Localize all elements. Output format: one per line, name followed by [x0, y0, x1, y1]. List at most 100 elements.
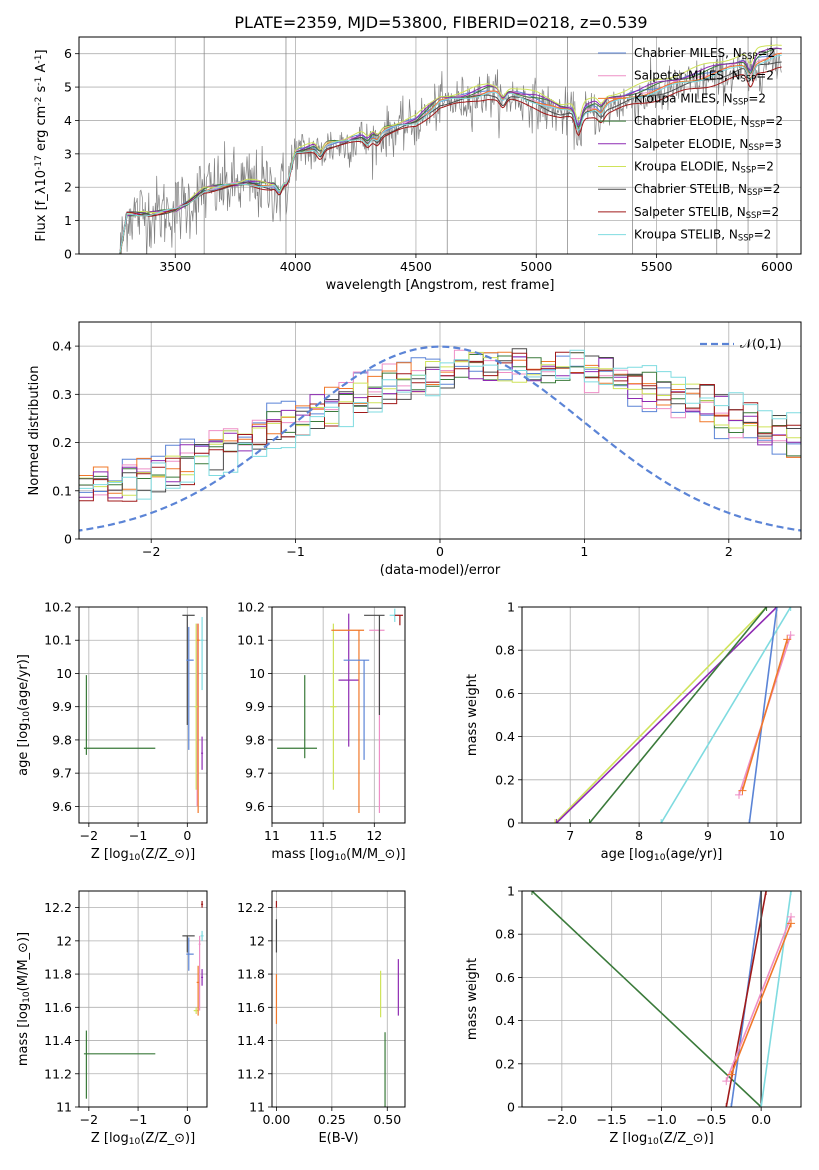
- y-tick-label: 9.6: [245, 799, 265, 814]
- y-axis-label: mass [log10(M/M_⊙)]: [16, 932, 32, 1066]
- x-tick-label: 9: [704, 828, 712, 843]
- line-salpeter-miles: [725, 916, 792, 1082]
- spectrum-model-salpeter-stelib: [119, 66, 782, 253]
- histogram-kroupa-stelib: [79, 349, 801, 500]
- legend-label: Kroupa MILES, NSSP=2: [634, 91, 766, 106]
- plot-area: [277, 608, 403, 814]
- x-tick-label: 2: [725, 544, 733, 559]
- line-chabrier-miles: [748, 607, 778, 823]
- x-tick-label: 1: [580, 544, 588, 559]
- x-tick-label: 5000: [520, 259, 552, 274]
- y-tick-label: 9.6: [52, 799, 72, 814]
- line-chabrier-miles-marker: [772, 607, 781, 611]
- spectrum-model-kroupa-stelib: [119, 54, 782, 253]
- y-tick-label: 0.8: [495, 927, 515, 942]
- y-tick-label: 5: [64, 80, 72, 95]
- y-tick-label: 0.4: [52, 339, 72, 354]
- plot-area: [551, 607, 795, 823]
- line-kroupa-miles-marker: [787, 919, 796, 928]
- y-tick-label: 0.1: [52, 483, 72, 498]
- y-tick-label: 0.4: [495, 1013, 515, 1028]
- legend-label: Kroupa STELIB, NSSP=2: [634, 228, 771, 243]
- axes-frame: [78, 606, 208, 824]
- x-tick-label: 0.25: [318, 1112, 346, 1127]
- legend-label: Salpeter MILES, NSSP=2: [634, 69, 774, 84]
- line-kroupa-elodie-marker: [551, 819, 560, 823]
- y-tick-label: 9.8: [245, 732, 265, 747]
- line-kroupa-miles-marker: [727, 1070, 736, 1079]
- x-axis-label: Z [log10(Z/Z_⊙)]: [91, 1131, 195, 1147]
- axes-frame: [521, 606, 802, 824]
- legend-label: Chabrier MILES, NSSP=2: [634, 46, 775, 61]
- spectrum-model-chabrier-stelib: [119, 61, 782, 254]
- x-tick-label: 0: [436, 544, 444, 559]
- spectrum-data-line: [119, 37, 782, 254]
- x-tick-label: −1.5: [596, 1112, 626, 1127]
- y-tick-label: 0: [64, 532, 72, 547]
- line-chabrier-miles-marker: [727, 1103, 736, 1107]
- legend-label: Kroupa ELODIE, NSSP=2: [634, 160, 774, 175]
- line-kroupa-miles-marker: [738, 786, 747, 795]
- x-tick-label: 8: [635, 828, 643, 843]
- x-tick-label: 4000: [280, 259, 312, 274]
- legend-label: Salpeter ELODIE, NSSP=3: [634, 137, 782, 152]
- plot-area: [527, 891, 796, 1107]
- y-tick-label: 10.1: [44, 633, 72, 648]
- y-tick-label: 9.7: [245, 766, 265, 781]
- line-chabrier-stelib-marker: [757, 891, 766, 895]
- x-axis-label: Z [log10(Z/Z_⊙)]: [91, 847, 195, 863]
- axes-frame: [78, 890, 208, 1108]
- y-tick-label: 2: [64, 180, 72, 195]
- x-tick-label: −1.0: [646, 1112, 676, 1127]
- line-salpeter-stelib-marker: [722, 1103, 731, 1107]
- y-tick-label: 10: [249, 666, 265, 681]
- x-tick-label: 0.00: [263, 1112, 291, 1127]
- chart-weight-vs-age: 7 8 9 10 0 0.2 0.4 0.6 0.8 1 age [log10(age/yr)] ma…: [465, 600, 802, 863]
- x-axis-label: wavelength [Angstrom, rest frame]: [326, 278, 555, 293]
- x-tick-label: 0.0: [751, 1112, 771, 1127]
- line-kroupa-stelib-marker: [787, 891, 796, 895]
- chart-spectrum: 3500 4000 4500 5000 5500 6000 0 1 2 3 4 5 6 wavelengt…: [34, 36, 802, 293]
- line-chabrier-miles-marker: [745, 819, 754, 823]
- y-tick-label: 11.4: [237, 1033, 265, 1048]
- y-tick-label: 9.7: [52, 766, 72, 781]
- line-salpeter-elodie: [555, 607, 778, 823]
- x-tick-label: 0: [183, 828, 191, 843]
- x-tick-label: −2: [80, 1112, 98, 1127]
- x-axis-label: E(B-V): [318, 1131, 358, 1146]
- y-tick-label: 11.8: [44, 967, 72, 982]
- y-axis-label: age [log10(age/yr)]: [16, 654, 32, 776]
- line-chabrier-elodie-marker: [762, 607, 771, 611]
- y-tick-label: 10: [56, 666, 72, 681]
- x-axis-label: mass [log10(M/M_⊙)]: [271, 847, 405, 863]
- line-salpeter-elodie-marker: [552, 819, 561, 823]
- line-salpeter-miles-marker: [735, 790, 743, 799]
- x-tick-label: −2: [142, 544, 160, 559]
- y-tick-label: 0.4: [495, 729, 515, 744]
- chart-mass-vs-Z: −2 −1 0 11 11.2 11.4 11.6 11.8 12 12.2 Z [log10(Z/…: [16, 890, 208, 1147]
- y-tick-label: 1: [507, 884, 515, 899]
- plot-area: [275, 900, 399, 1107]
- x-axis-label: (data-model)/error: [380, 563, 501, 578]
- line-kroupa-stelib: [660, 607, 792, 823]
- axes-frame: [271, 890, 406, 1108]
- y-tick-label: 12.2: [44, 900, 72, 915]
- x-tick-label: −0.5: [696, 1112, 726, 1127]
- x-tick-label: 11: [264, 828, 280, 843]
- legend-label: Chabrier STELIB, NSSP=2: [634, 182, 780, 197]
- chart-age-vs-Z: −2 −1 0 9.6 9.7 9.8 9.9 10 10.1 10.2 Z [log10(Z/Z_…: [16, 600, 208, 863]
- x-tick-label: 5500: [641, 259, 673, 274]
- plot-area: [79, 345, 801, 532]
- axes-frame: [271, 606, 406, 824]
- y-tick-label: 6: [64, 46, 72, 61]
- x-tick-label: 0: [183, 1112, 191, 1127]
- y-tick-label: 0.6: [495, 686, 515, 701]
- x-tick-label: −1: [286, 544, 304, 559]
- x-tick-label: 7: [566, 828, 574, 843]
- y-tick-label: 11.6: [237, 1000, 265, 1015]
- y-tick-label: 9.8: [52, 732, 72, 747]
- line-kroupa-miles: [730, 923, 792, 1075]
- x-tick-label: −2.0: [547, 1112, 577, 1127]
- plot-area: [83, 900, 204, 1099]
- line-kroupa-stelib-marker: [657, 819, 666, 823]
